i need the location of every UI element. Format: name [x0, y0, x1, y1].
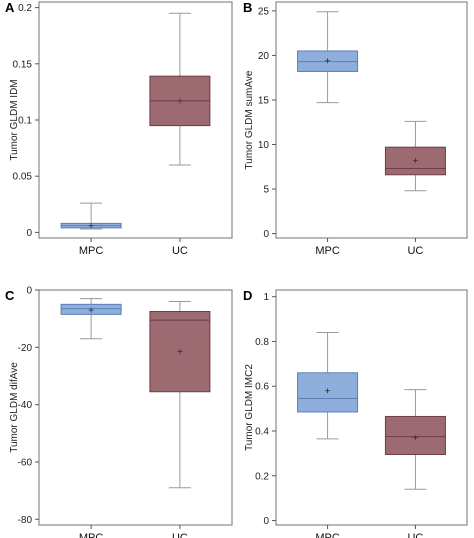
- panel-b-ytick-label: 10: [258, 140, 270, 151]
- panel-b-mpc-category-label: MPC: [315, 245, 340, 257]
- panel-b-ytick-label: 20: [258, 51, 270, 62]
- panel-c-ytick-label: 0: [26, 286, 32, 297]
- panel-a-ytick-label: 0.05: [13, 172, 33, 183]
- panel-b-ytick-label: 15: [258, 95, 270, 106]
- panel-b-ytick-label: 0: [263, 229, 269, 240]
- panel-b-letter: B: [243, 0, 252, 15]
- panel-d-ytick-label: 0: [263, 516, 269, 527]
- panel-b-ytick-label: 5: [263, 185, 269, 196]
- panel-d-frame: [275, 289, 468, 526]
- panel-b-ytick-label: 25: [258, 6, 270, 17]
- panel-d-ytick-label: 0.8: [255, 337, 269, 348]
- panel-a-ylabel: Tumor GLDM IDM: [9, 79, 20, 160]
- panel-c-uc-category-label: UC: [172, 532, 188, 538]
- panel-c-frame: [38, 289, 233, 526]
- panel-a-mpc-category-label: MPC: [79, 245, 104, 257]
- panel-d-ylabel: Tumor GLDM IMC2: [244, 364, 255, 451]
- panel-a-ytick-label: 0.2: [18, 3, 32, 14]
- panel-c-ylabel: Tumor GLDM difAve: [9, 362, 20, 453]
- panel-a-letter: A: [5, 0, 15, 15]
- panel-c-mpc-category-label: MPC: [79, 532, 104, 538]
- panel-d-ytick-label: 0.2: [255, 471, 269, 482]
- panel-c-ytick-label: -60: [18, 457, 33, 468]
- panel-d-ytick-label: 0.4: [255, 427, 269, 438]
- panel-c-ytick-label: -20: [18, 343, 33, 354]
- panel-c-ytick-label: -40: [18, 400, 33, 411]
- panel-d-ytick-label: 1: [263, 292, 269, 303]
- panel-d-ytick-label: 0.6: [255, 382, 269, 393]
- panel-a-uc-category-label: UC: [172, 245, 188, 257]
- panel-a-ytick-label: 0.1: [18, 116, 32, 127]
- panel-a-ytick-label: 0.15: [13, 59, 33, 70]
- panel-b-frame: [275, 1, 468, 239]
- panel-d-uc-category-label: UC: [407, 532, 423, 538]
- panel-b-uc-category-label: UC: [407, 245, 423, 257]
- panel-c-letter: C: [5, 288, 15, 303]
- panel-d-letter: D: [243, 288, 252, 303]
- panel-a-ytick-label: 0: [26, 228, 32, 239]
- panel-b-ylabel: Tumor GLDM sumAve: [244, 70, 255, 169]
- panel-d-mpc-category-label: MPC: [315, 532, 340, 538]
- panel-c-ytick-label: -80: [18, 515, 33, 526]
